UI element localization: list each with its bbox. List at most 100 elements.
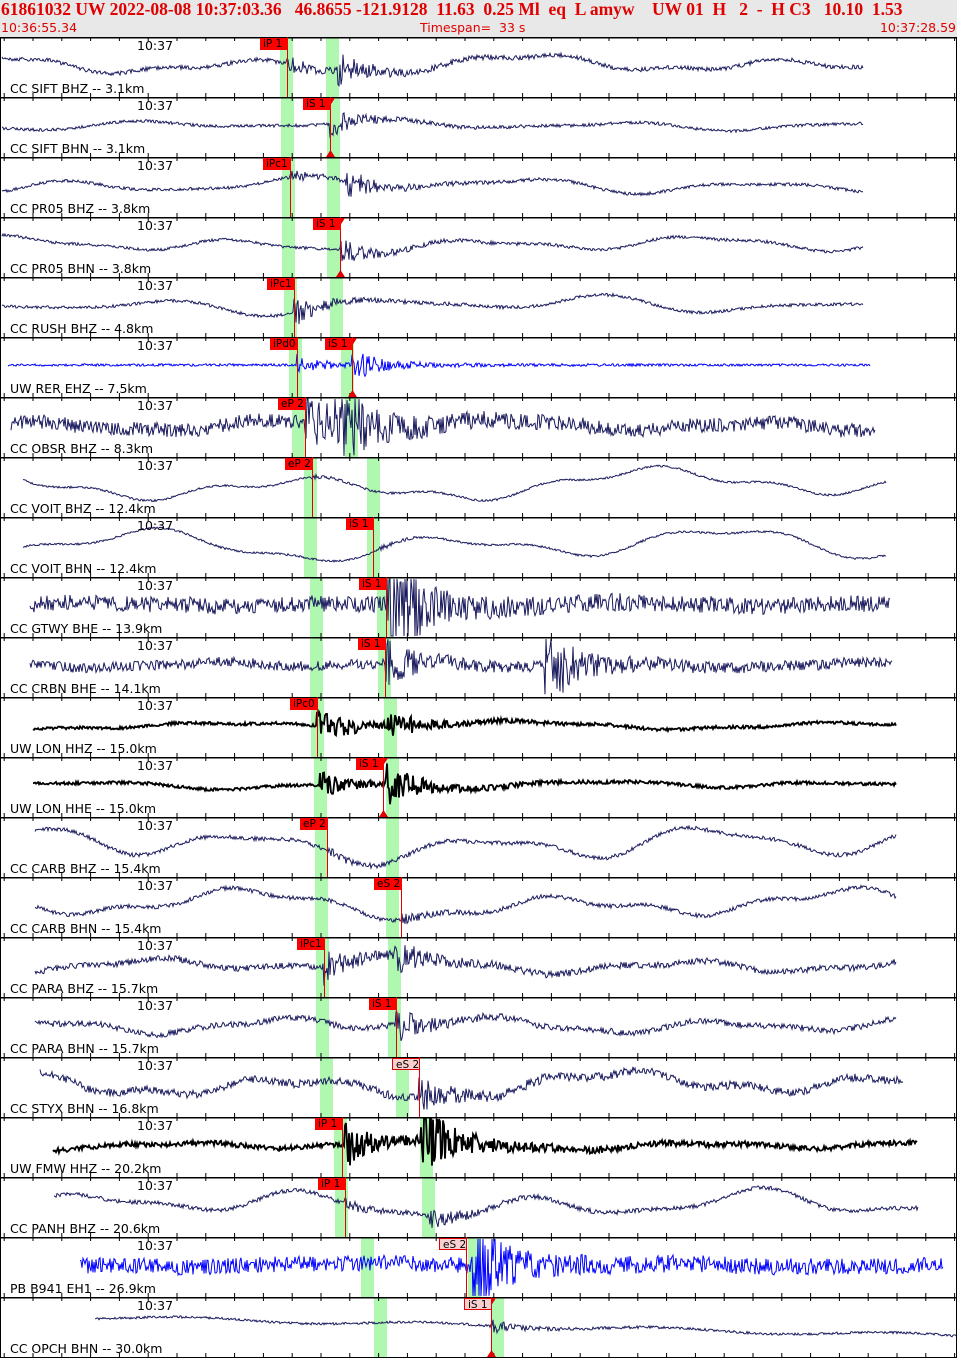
phase-pick-flag[interactable]: iP 1	[318, 1178, 346, 1190]
waveform-plot	[0, 37, 957, 97]
minute-tick-label: 10:37	[137, 698, 174, 713]
trace-panel[interactable]: 10:37 eP 2 CC VOIT BHZ -- 12.4km	[0, 457, 957, 517]
minute-tick-label: 10:37	[137, 218, 174, 233]
minute-tick-label: 10:37	[137, 1298, 174, 1313]
trace-panel[interactable]: 10:37 iS 1 CC CRBN BHE -- 14.1km	[0, 637, 957, 697]
channel-label: UW FMW HHZ -- 20.2km	[10, 1161, 162, 1176]
waveform-plot	[0, 637, 957, 697]
channel-label: UW RER EHZ -- 7.5km	[10, 381, 147, 396]
minute-tick-label: 10:37	[137, 1118, 174, 1133]
channel-label: CC SIFT BHN -- 3.1km	[10, 141, 146, 156]
trace-panel[interactable]: 10:37 iP 1 CC PANH BHZ -- 20.6km	[0, 1177, 957, 1237]
channel-label: UW LON HHE -- 15.0km	[10, 801, 157, 816]
channel-label: CC PARA BHN -- 15.7km	[10, 1041, 159, 1056]
waveform-plot	[0, 1177, 957, 1237]
channel-label: UW LON HHZ -- 15.0km	[10, 741, 157, 756]
minute-tick-label: 10:37	[137, 638, 174, 653]
waveform-plot	[0, 157, 957, 217]
channel-label: CC GTWY BHE -- 13.9km	[10, 621, 163, 636]
trace-panel[interactable]: 10:37 eP 2 CC CARB BHZ -- 15.4km	[0, 817, 957, 877]
trace-panel[interactable]: 10:37 iPd0 iS 1 UW RER EHZ -- 7.5km	[0, 337, 957, 397]
phase-pick-flag[interactable]: eP 2	[300, 818, 328, 830]
phase-pick-flag[interactable]: eS 2	[392, 1058, 420, 1071]
minute-tick-label: 10:37	[137, 1178, 174, 1193]
phase-pick-flag[interactable]: iP 1	[315, 1118, 343, 1130]
waveform-plot	[0, 1297, 957, 1357]
minute-tick-label: 10:37	[137, 338, 174, 353]
channel-label: CC PANH BHZ -- 20.6km	[10, 1221, 161, 1236]
trace-panel[interactable]: 10:37 iPc1 CC PARA BHZ -- 15.7km	[0, 937, 957, 997]
waveform-plot	[0, 97, 957, 157]
waveform-plot	[0, 877, 957, 937]
channel-label: CC PARA BHZ -- 15.7km	[10, 981, 159, 996]
phase-pick-flag[interactable]: eS 2	[439, 1238, 467, 1251]
minute-tick-label: 10:37	[137, 98, 174, 113]
minute-tick-label: 10:37	[137, 158, 174, 173]
phase-pick-flag[interactable]: iS 1	[313, 218, 341, 230]
phase-pick-flag[interactable]: iS 1	[303, 98, 331, 110]
waveform-plot	[0, 337, 957, 397]
channel-label: CC SIFT BHZ -- 3.1km	[10, 81, 145, 96]
trace-panel[interactable]: 10:37 iP 1 UW FMW HHZ -- 20.2km	[0, 1117, 957, 1177]
channel-label: CC CARB BHZ -- 15.4km	[10, 861, 161, 876]
trace-panel[interactable]: 10:37 iS 1 CC PARA BHN -- 15.7km	[0, 997, 957, 1057]
waveform-plot	[0, 757, 957, 817]
phase-pick-flag[interactable]: eP 2	[278, 398, 306, 410]
trace-panel[interactable]: 10:37 eP 2 CC OBSR BHZ -- 8.3km	[0, 397, 957, 457]
trace-panel[interactable]: 10:37 iPc1 CC RUSH BHZ -- 4.8km	[0, 277, 957, 337]
minute-tick-label: 10:37	[137, 38, 174, 53]
minute-tick-label: 10:37	[137, 1058, 174, 1073]
trace-panel[interactable]: 10:37 iS 1 UW LON HHE -- 15.0km	[0, 757, 957, 817]
phase-pick-flag[interactable]: iPc1	[263, 158, 291, 170]
start-time: 10:36:55.34	[1, 20, 78, 35]
minute-tick-label: 10:37	[137, 278, 174, 293]
phase-pick-flag[interactable]: iS 1	[325, 338, 353, 350]
waveform-plot	[0, 1117, 957, 1177]
minute-tick-label: 10:37	[137, 878, 174, 893]
trace-panel[interactable]: 10:37 iS 1 CC VOIT BHN -- 12.4km	[0, 517, 957, 577]
trace-panel[interactable]: 10:37 eS 2 PB B941 EH1 -- 26.9km	[0, 1237, 957, 1297]
phase-pick-flag[interactable]: iS 1	[346, 518, 374, 530]
trace-panel[interactable]: 10:37 iPc0 UW LON HHZ -- 15.0km	[0, 697, 957, 757]
waveform-plot	[0, 997, 957, 1057]
minute-tick-label: 10:37	[137, 818, 174, 833]
channel-label: CC VOIT BHZ -- 12.4km	[10, 501, 156, 516]
channel-label: CC OBSR BHZ -- 8.3km	[10, 441, 154, 456]
channel-label: CC PR05 BHN -- 3.8km	[10, 261, 152, 276]
phase-pick-flag[interactable]: iS 1	[464, 1298, 492, 1311]
phase-pick-flag[interactable]: eP 2	[285, 458, 313, 470]
channel-label: CC PR05 BHZ -- 3.8km	[10, 201, 151, 216]
event-header: 61861032 UW 2022-08-08 10:37:03.36 46.86…	[0, 0, 957, 37]
phase-pick-flag[interactable]: eS 2	[374, 878, 402, 890]
minute-tick-label: 10:37	[137, 458, 174, 473]
phase-pick-flag[interactable]: iPd0	[270, 338, 298, 350]
phase-pick-flag[interactable]: iS 1	[356, 758, 384, 770]
trace-panel[interactable]: 10:37 iS 1 CC PR05 BHN -- 3.8km	[0, 217, 957, 277]
trace-panel[interactable]: 10:37 iS 1 CC GTWY BHE -- 13.9km	[0, 577, 957, 637]
minute-tick-label: 10:37	[137, 1238, 174, 1253]
waveform-plot	[0, 817, 957, 877]
waveform-plot	[0, 457, 957, 517]
phase-pick-flag[interactable]: iPc0	[290, 698, 318, 710]
trace-panel[interactable]: 10:37 eS 2 CC CARB BHN -- 15.4km	[0, 877, 957, 937]
timespan-label: Timespan= 33 s	[420, 20, 526, 35]
waveform-plot	[0, 697, 957, 757]
channel-label: CC OPCH BHN -- 30.0km	[10, 1341, 163, 1356]
phase-pick-flag[interactable]: iPc1	[267, 278, 295, 290]
trace-panel[interactable]: 10:37 eS 2 CC STYX BHN -- 16.8km	[0, 1057, 957, 1117]
waveform-plot	[0, 397, 957, 457]
minute-tick-label: 10:37	[137, 758, 174, 773]
phase-pick-flag[interactable]: iS 1	[369, 998, 397, 1010]
trace-panel[interactable]: 10:37 iPc1 CC PR05 BHZ -- 3.8km	[0, 157, 957, 217]
phase-pick-flag[interactable]: iPc1	[297, 938, 325, 950]
waveform-plot	[0, 937, 957, 997]
trace-panel[interactable]: 10:37 iP 1 CC SIFT BHZ -- 3.1km	[0, 37, 957, 97]
minute-tick-label: 10:37	[137, 518, 174, 533]
phase-pick-flag[interactable]: iS 1	[358, 638, 386, 650]
channel-label: CC CRBN BHE -- 14.1km	[10, 681, 161, 696]
trace-panel[interactable]: 10:37 iS 1 CC SIFT BHN -- 3.1km	[0, 97, 957, 157]
phase-pick-flag[interactable]: iP 1	[260, 38, 288, 50]
minute-tick-label: 10:37	[137, 578, 174, 593]
trace-panel[interactable]: 10:37 iS 1 CC OPCH BHN -- 30.0km	[0, 1297, 957, 1357]
phase-pick-flag[interactable]: iS 1	[359, 578, 387, 590]
